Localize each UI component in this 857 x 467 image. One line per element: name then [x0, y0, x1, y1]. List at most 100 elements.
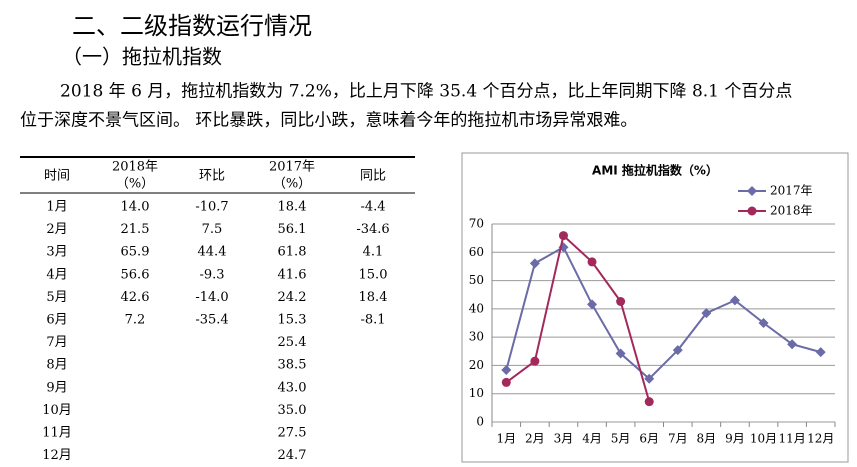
y-tick-label: 30: [469, 330, 484, 344]
table-cell: 18.4: [278, 200, 307, 215]
x-tick-label: 11月: [778, 432, 805, 446]
table-cell: 2月: [46, 222, 67, 237]
table-cell: 1月: [46, 200, 67, 215]
table-cell: 15.3: [278, 313, 307, 328]
table-header: （%）: [116, 177, 154, 192]
table-cell: 10月: [42, 403, 72, 418]
paragraph-line: 2018 年 6 月，拖拉机指数为 7.2%，比上月下降 35.4 个百分点，比…: [60, 82, 792, 102]
table-cell: 43.0: [278, 380, 307, 395]
x-tick-label: 4月: [582, 432, 602, 446]
point: [501, 377, 511, 387]
point: [787, 339, 798, 350]
legend-marker: [747, 186, 757, 196]
table-cell: 7.5: [202, 222, 223, 237]
table-cell: 41.6: [278, 267, 307, 282]
point: [758, 318, 769, 328]
table-cell: 42.6: [121, 290, 150, 305]
point: [529, 258, 540, 269]
table-cell: 8月: [46, 358, 67, 373]
point: [644, 397, 654, 407]
table-cell: 65.9: [121, 245, 150, 260]
table-cell: 25.4: [278, 335, 307, 350]
table-cell: 56.1: [278, 222, 307, 237]
paragraph-line: 位于深度不景气区间。 环比暴跌，同比小跌，意味着今年的拖拉机市场异常艰难。: [20, 111, 637, 131]
point: [701, 308, 712, 319]
table-header: 环比: [199, 169, 225, 184]
point: [501, 364, 512, 375]
table-cell: 61.8: [278, 245, 307, 260]
table-cell: 44.4: [198, 245, 227, 260]
x-tick-label: 1月: [496, 432, 516, 446]
table-cell: 56.6: [121, 267, 150, 282]
point: [558, 231, 568, 241]
point: [644, 373, 655, 384]
y-tick-label: 40: [469, 301, 484, 315]
y-tick-label: 60: [469, 245, 484, 259]
x-tick-label: 2月: [525, 432, 545, 446]
y-tick-label: 0: [476, 415, 484, 429]
table-cell: 24.2: [278, 290, 307, 305]
table-cell: 7月: [46, 335, 67, 350]
table-header: 时间: [44, 169, 70, 184]
point: [815, 347, 826, 358]
x-tick-label: 9月: [725, 432, 745, 446]
table-cell: 15.0: [359, 267, 388, 282]
table-cell: -35.4: [195, 313, 228, 328]
subheading: （一）拖拉机指数: [62, 45, 222, 69]
legend-label: 2018年: [770, 204, 813, 218]
table-cell: 3月: [46, 245, 67, 260]
table-header: （%）: [273, 177, 311, 192]
table-cell: 38.5: [278, 358, 307, 373]
table-cell: 11月: [42, 426, 72, 441]
y-tick-label: 50: [469, 273, 484, 287]
point: [729, 295, 740, 306]
table-cell: 21.5: [121, 222, 150, 237]
y-tick-label: 70: [469, 217, 484, 231]
heading: 二、二级指数运行情况: [72, 12, 312, 40]
table-cell: 6月: [46, 313, 67, 328]
table-header: 同比: [360, 169, 386, 184]
table-cell: 4月: [46, 267, 67, 282]
table-cell: -4.4: [360, 200, 385, 215]
x-tick-label: 10月: [750, 432, 777, 446]
table-cell: 14.0: [121, 200, 150, 215]
series-line: [505, 233, 651, 402]
table-cell: 4.1: [363, 245, 384, 260]
point: [616, 297, 626, 307]
x-tick-label: 5月: [611, 432, 631, 446]
table-cell: -14.0: [195, 290, 228, 305]
legend-label: 2017年: [770, 184, 813, 198]
table-cell: -8.1: [360, 313, 385, 328]
table-cell: 18.4: [359, 290, 388, 305]
x-tick-label: 3月: [554, 432, 574, 446]
table-cell: -34.6: [356, 222, 389, 237]
chart-frame: [461, 152, 849, 463]
table-cell: -9.3: [199, 267, 224, 282]
table-header: 2018年: [112, 160, 158, 175]
table-cell: 12月: [42, 448, 72, 463]
y-tick-label: 10: [469, 386, 484, 400]
table-header: 2017年: [269, 160, 315, 175]
point: [615, 348, 626, 359]
table-cell: 24.7: [278, 448, 307, 463]
series-line: [505, 245, 821, 381]
point: [530, 356, 540, 366]
table-cell: 9月: [46, 380, 67, 395]
legend-marker: [747, 206, 757, 216]
table-cell: 27.5: [278, 426, 307, 441]
x-tick-label: 6月: [639, 432, 659, 446]
point: [672, 345, 683, 356]
x-tick-label: 12月: [807, 432, 834, 446]
x-tick-label: 8月: [697, 432, 717, 446]
table-cell: 7.2: [125, 313, 146, 328]
x-tick-label: 7月: [668, 432, 688, 446]
y-tick-label: 20: [469, 358, 484, 372]
table-cell: -10.7: [195, 200, 228, 215]
table-cell: 5月: [46, 290, 67, 305]
point: [587, 299, 598, 310]
chart-title: AMI 拖拉机指数（%）: [592, 163, 718, 178]
point: [587, 257, 597, 267]
table-cell: 35.0: [278, 403, 307, 418]
